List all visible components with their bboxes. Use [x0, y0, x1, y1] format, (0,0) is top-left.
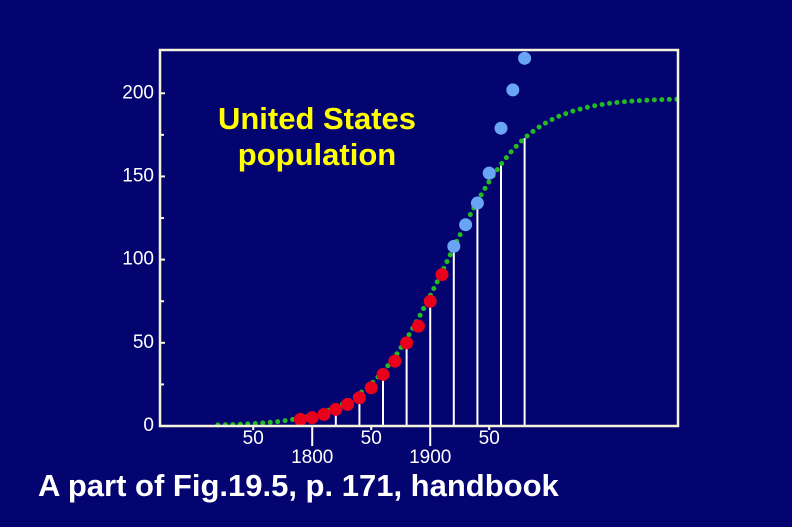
data-point [447, 239, 461, 253]
y-tick-label: 150 [122, 165, 154, 186]
data-point [494, 121, 508, 135]
data-point [459, 218, 473, 232]
x-tick-label: 50 [479, 428, 500, 449]
data-point [376, 367, 390, 381]
x-tick-label: 1900 [409, 447, 451, 468]
data-point [400, 336, 414, 350]
data-point [506, 83, 520, 97]
y-tick-label: 0 [143, 415, 154, 436]
data-point [482, 166, 496, 180]
data-point [423, 294, 437, 308]
data-point [470, 196, 484, 210]
chart-title: United States [218, 101, 416, 136]
data-point [364, 381, 378, 395]
data-point [435, 268, 449, 282]
data-point [317, 407, 331, 421]
data-point [352, 391, 366, 405]
data-point [411, 319, 425, 333]
x-tick-label: 50 [361, 428, 382, 449]
data-point [293, 412, 307, 426]
data-point [341, 397, 355, 411]
caption: A part of Fig.19.5, p. 171, handbook [38, 468, 560, 503]
chart-title: population [238, 137, 396, 172]
x-tick-label: 1800 [291, 447, 333, 468]
y-tick-label: 100 [122, 249, 154, 270]
data-point [518, 51, 532, 65]
data-point [388, 354, 402, 368]
y-tick-label: 50 [133, 332, 154, 353]
data-point [305, 411, 319, 425]
y-tick-label: 200 [122, 82, 154, 103]
data-point [329, 402, 343, 416]
plot-frame [158, 48, 680, 428]
x-tick-label: 50 [243, 428, 264, 449]
